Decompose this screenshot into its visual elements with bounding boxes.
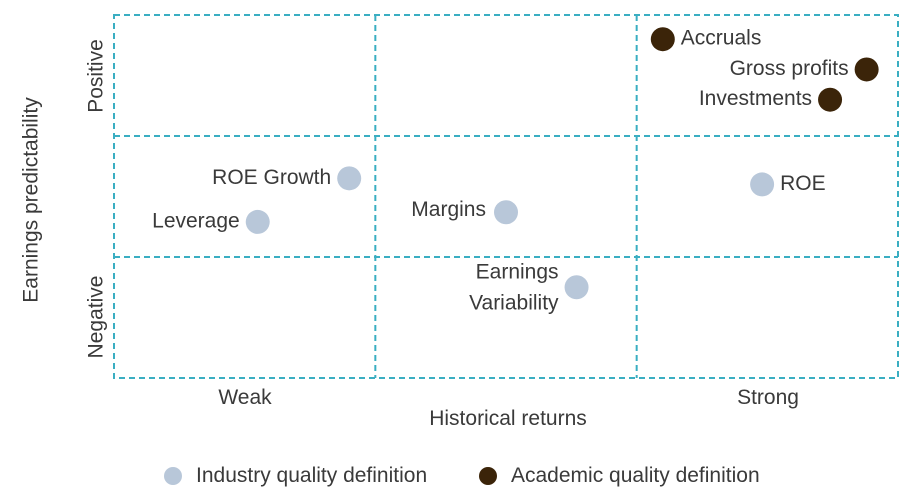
x-tick-weak: Weak — [218, 386, 272, 409]
data-points: ROE Growth Leverage Margins Earnings Variabi… — [152, 27, 879, 314]
chart-grid — [113, 14, 899, 379]
data-point-marker — [494, 200, 518, 225]
y-tick-negative: Negative — [85, 276, 108, 359]
data-point-marker — [564, 275, 589, 300]
axis-labels: Positive Negative Earnings predictabilit… — [20, 39, 799, 430]
data-point-marker — [245, 209, 270, 234]
data-point-label: Gross profits — [730, 57, 849, 80]
y-tick-positive: Positive — [85, 39, 108, 113]
data-point-label: Leverage — [152, 209, 240, 232]
data-point-label: Earnings Variability — [469, 260, 559, 314]
data-point-label: ROE — [780, 172, 826, 195]
legend-academic-label: Academic quality definition — [511, 464, 760, 487]
data-point-label: Margins — [411, 198, 486, 221]
x-axis-label: Historical returns — [429, 407, 587, 430]
legend: Industry quality definition Academic qua… — [0, 458, 919, 494]
x-tick-strong: Strong — [737, 386, 799, 409]
grid-border — [113, 14, 899, 379]
legend-item-academic: Academic quality definition — [479, 458, 760, 494]
data-point-marker — [818, 87, 843, 112]
data-point-marker — [854, 57, 879, 82]
legend-item-industry: Industry quality definition — [164, 458, 427, 494]
legend-industry-label: Industry quality definition — [196, 464, 428, 487]
data-point-marker — [337, 166, 362, 191]
data-point-marker — [750, 172, 775, 197]
data-point-label: Accruals — [681, 27, 762, 50]
data-point-label: Investments — [699, 87, 812, 110]
data-point-marker — [650, 27, 675, 52]
legend-industry-dot — [164, 467, 182, 485]
y-axis-label: Earnings predictability — [20, 97, 43, 303]
data-point-label: ROE Growth — [212, 166, 331, 189]
legend-academic-dot — [479, 467, 497, 485]
